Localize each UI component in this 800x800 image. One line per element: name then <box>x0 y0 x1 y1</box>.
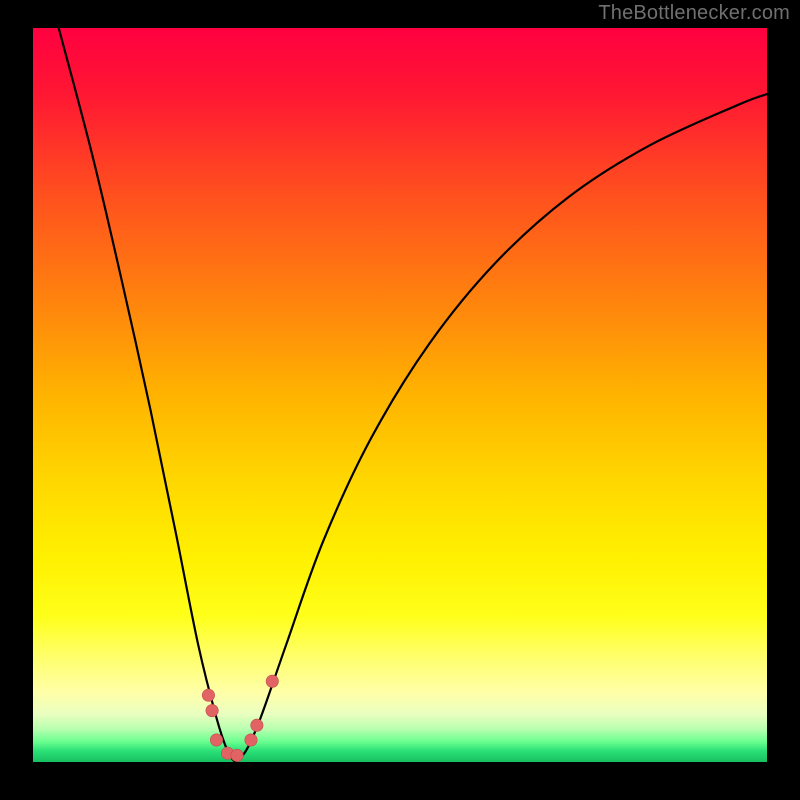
chart-plot-area <box>33 28 767 762</box>
marker-dot <box>251 719 263 731</box>
watermark-text: TheBottlenecker.com <box>598 2 790 25</box>
marker-dot <box>210 734 222 746</box>
marker-dot <box>206 704 218 716</box>
marker-dot <box>245 734 257 746</box>
chart-stage: TheBottlenecker.com <box>0 0 800 800</box>
marker-dot <box>202 689 214 701</box>
marker-dot <box>231 749 243 761</box>
bottleneck-chart-svg <box>0 0 800 800</box>
marker-dot <box>266 675 278 687</box>
